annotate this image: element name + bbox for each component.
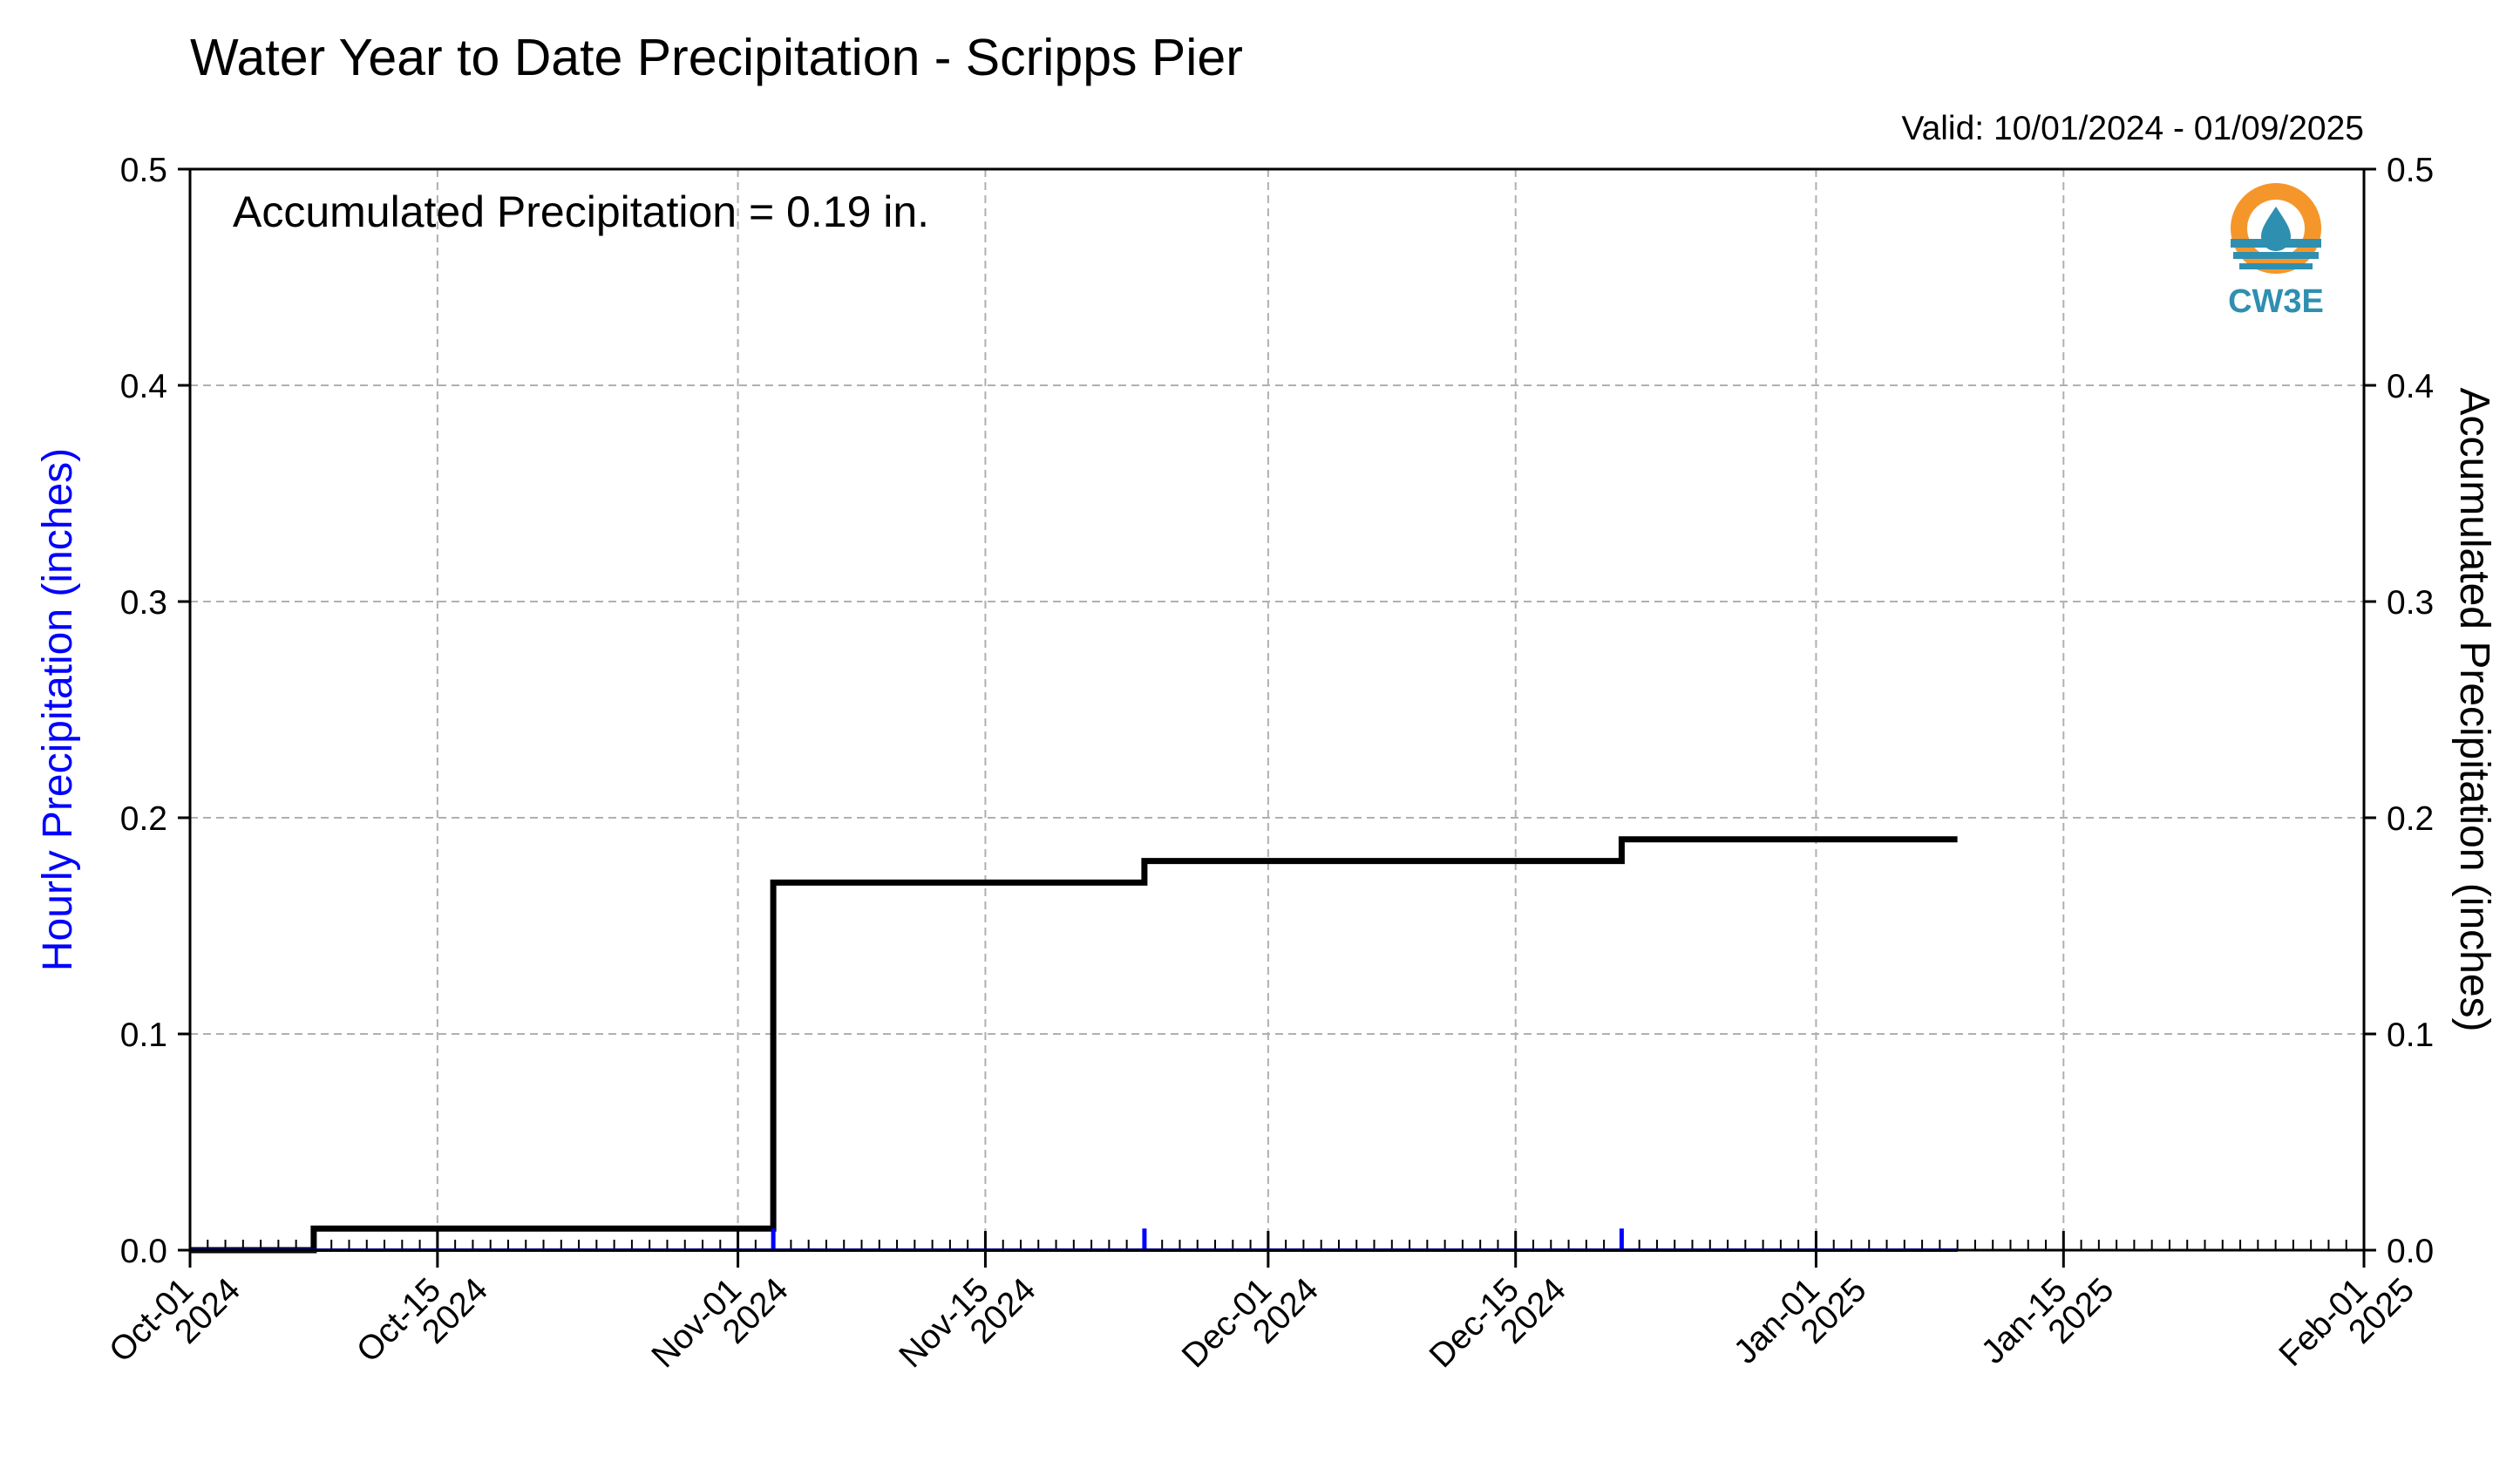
accumulated-precip-line [190,836,1958,1254]
y-left-tick-label: 0.4 [120,368,167,405]
y-left-tick-label: 0.1 [120,1017,167,1054]
cw3e-logo: CW3E [2228,183,2324,320]
logo-text: CW3E [2228,283,2324,320]
y-right-tick-label: 0.1 [2387,1017,2434,1054]
y-right-axis-label: Accumulated Precipitation (inches) [2451,387,2497,1031]
logo-waves-icon [2231,239,2321,269]
plot-frame [188,167,2366,1252]
y-right-axis-ticks: 0.0 0.1 0.2 0.3 0.4 0.5 [2364,152,2434,1270]
y-left-axis-label: Hourly Precipitation (inches) [35,448,81,971]
y-right-tick-label: 0.4 [2387,368,2434,405]
y-right-tick-label: 0.0 [2387,1233,2434,1270]
accumulated-annotation: Accumulated Precipitation = 0.19 in. [233,187,929,236]
valid-date-range: Valid: 10/01/2024 - 01/09/2025 [1901,110,2364,147]
grid-layer [190,169,2364,1250]
y-left-tick-label: 0.2 [120,800,167,838]
y-left-axis-ticks: 0.0 0.1 0.2 0.3 0.4 0.5 [120,152,190,1270]
y-left-tick-label: 0.0 [120,1233,167,1270]
y-right-tick-label: 0.3 [2387,584,2434,622]
y-right-tick-label: 0.5 [2387,152,2434,189]
y-left-tick-label: 0.3 [120,584,167,622]
y-right-tick-label: 0.2 [2387,800,2434,838]
chart-title: Water Year to Date Precipitation - Scrip… [190,29,1243,86]
y-left-tick-label: 0.5 [120,152,167,189]
